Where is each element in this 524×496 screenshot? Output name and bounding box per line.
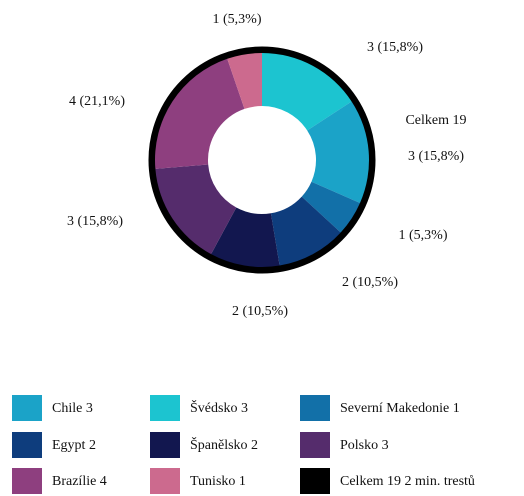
donut-slice: [155, 58, 245, 169]
data-label: 2 (10,5%): [342, 275, 398, 290]
donut-slice: [211, 207, 280, 267]
donut-slice: [270, 196, 341, 266]
annotation: Celkem 19: [405, 113, 466, 128]
legend-swatch: [12, 395, 42, 421]
legend-swatch: [300, 395, 330, 421]
donut-slice: [262, 53, 352, 131]
data-label: 3 (15,8%): [367, 40, 423, 55]
legend-label: Polsko 3: [340, 438, 389, 453]
legend-swatch: [12, 432, 42, 458]
legend-label: Španělsko 2: [190, 436, 258, 453]
legend-swatch: [150, 432, 180, 458]
legend-label: Egypt 2: [52, 438, 96, 453]
data-label: 1 (5,3%): [399, 228, 448, 243]
legend-swatch: [300, 468, 330, 494]
data-label: 1 (5,3%): [213, 12, 262, 27]
donut-slice: [307, 101, 369, 203]
data-label: 4 (21,1%): [69, 94, 125, 109]
data-label: 2 (10,5%): [232, 304, 288, 319]
donut-slice: [301, 181, 360, 233]
data-label: 3 (15,8%): [67, 214, 123, 229]
legend-swatch: [150, 468, 180, 494]
donut-slice: [155, 164, 237, 255]
legend-label: Chile 3: [52, 401, 93, 416]
legend-swatch: [12, 468, 42, 494]
donut-slice: [227, 53, 262, 109]
legend-swatch: [150, 395, 180, 421]
legend-label: Severní Makedonie 1: [340, 401, 460, 416]
legend-swatch: [300, 432, 330, 458]
legend-label: Brazílie 4: [52, 474, 107, 489]
legend-label: Tunisko 1: [190, 474, 246, 489]
donut-ring: [148, 46, 376, 274]
legend-label: Celkem 19 2 min. trestů: [340, 474, 475, 489]
legend-label: Švédsko 3: [190, 399, 248, 416]
data-label: 3 (15,8%): [408, 149, 464, 164]
